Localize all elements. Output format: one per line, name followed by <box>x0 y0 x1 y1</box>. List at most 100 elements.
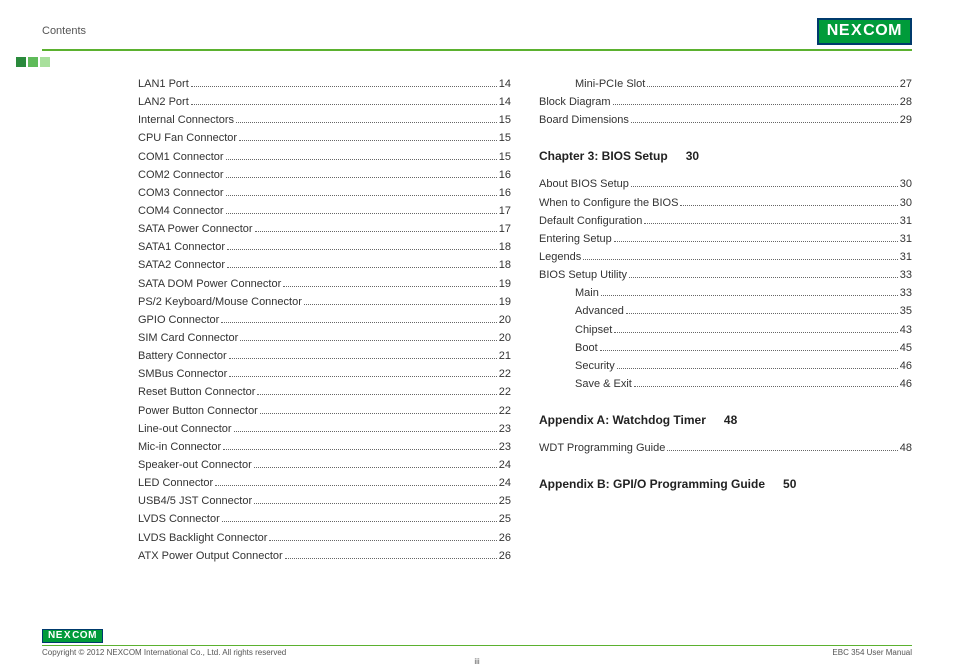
toc-entry[interactable]: Mini-PCIe Slot 27 <box>539 75 912 93</box>
toc-leader-dots <box>226 195 497 196</box>
toc-section-heading[interactable]: Chapter 3: BIOS Setup30 <box>539 149 912 163</box>
toc-entry[interactable]: Block Diagram 28 <box>539 93 912 111</box>
toc-entry[interactable]: Default Configuration31 <box>539 212 912 230</box>
toc-entry-page: 26 <box>499 529 511 547</box>
toc-section-heading[interactable]: Appendix B: GPI/O Programming Guide50 <box>539 477 912 491</box>
footer-copyright: Copyright © 2012 NEXCOM International Co… <box>42 648 286 657</box>
toc-entry[interactable]: Battery Connector21 <box>138 347 511 365</box>
toc-entry[interactable]: Main33 <box>539 284 912 302</box>
decorative-squares <box>16 57 912 67</box>
toc-entry[interactable]: Chipset43 <box>539 321 912 339</box>
toc-entry-page: 45 <box>900 339 912 357</box>
toc-entry[interactable]: Line-out Connector23 <box>138 420 511 438</box>
toc-entry[interactable]: SMBus Connector22 <box>138 365 511 383</box>
toc-leader-dots <box>254 467 497 468</box>
toc-entry[interactable]: LED Connector24 <box>138 474 511 492</box>
toc-entry-label: LVDS Backlight Connector <box>138 529 267 547</box>
toc-entry-page: 20 <box>499 311 511 329</box>
toc-entry[interactable]: COM4 Connector17 <box>138 202 511 220</box>
toc-entry[interactable]: When to Configure the BIOS30 <box>539 194 912 212</box>
toc-entry[interactable]: ATX Power Output Connector26 <box>138 547 511 565</box>
toc-entry[interactable]: BIOS Setup Utility33 <box>539 266 912 284</box>
footer: NEXCOM Copyright © 2012 NEXCOM Internati… <box>42 629 912 658</box>
toc-leader-dots <box>222 521 497 522</box>
toc-leader-dots <box>226 159 497 160</box>
toc-leader-dots <box>260 413 497 414</box>
toc-entry-label: Power Button Connector <box>138 402 258 420</box>
toc-entry[interactable]: LAN1 Port14 <box>138 75 511 93</box>
toc-entry[interactable]: CPU Fan Connector15 <box>138 129 511 147</box>
toc-entry-page: 17 <box>499 220 511 238</box>
toc-entry-page: 31 <box>900 248 912 266</box>
toc-leader-dots <box>644 223 897 224</box>
toc-entry-label: SIM Card Connector <box>138 329 238 347</box>
toc-section-heading[interactable]: Appendix A: Watchdog Timer48 <box>539 413 912 427</box>
toc-entry-page: 19 <box>499 293 511 311</box>
toc-entry-label: USB4/5 JST Connector <box>138 492 252 510</box>
toc-entry-page: 28 <box>900 93 912 111</box>
toc-entry-page: 27 <box>900 75 912 93</box>
toc-entry[interactable]: COM2 Connector16 <box>138 166 511 184</box>
toc-entry[interactable]: Reset Button Connector22 <box>138 383 511 401</box>
toc-entry[interactable]: COM3 Connector16 <box>138 184 511 202</box>
toc-leader-dots <box>629 277 898 278</box>
toc-entry-label: COM1 Connector <box>138 148 224 166</box>
toc-entry[interactable]: LVDS Backlight Connector 26 <box>138 529 511 547</box>
toc-entry-label: Default Configuration <box>539 212 642 230</box>
toc-leader-dots <box>283 286 496 287</box>
toc-leader-dots <box>240 340 496 341</box>
toc-entry-label: COM3 Connector <box>138 184 224 202</box>
toc-entry[interactable]: Legends31 <box>539 248 912 266</box>
toc-entry-page: 15 <box>499 129 511 147</box>
toc-entry[interactable]: SATA1 Connector18 <box>138 238 511 256</box>
toc-entry-label: COM2 Connector <box>138 166 224 184</box>
toc-leader-dots <box>191 86 497 87</box>
toc-entry[interactable]: PS/2 Keyboard/Mouse Connector19 <box>138 293 511 311</box>
toc-entry[interactable]: Advanced35 <box>539 302 912 320</box>
toc-entry[interactable]: LAN2 Port14 <box>138 93 511 111</box>
toc-entry[interactable]: SIM Card Connector 20 <box>138 329 511 347</box>
toc-entry[interactable]: SATA DOM Power Connector19 <box>138 275 511 293</box>
toc-entry[interactable]: Security46 <box>539 357 912 375</box>
toc-entry-page: 14 <box>499 93 511 111</box>
toc-entry-label: Mini-PCIe Slot <box>575 75 645 93</box>
toc-leader-dots <box>223 449 497 450</box>
toc-entry[interactable]: Board Dimensions29 <box>539 111 912 129</box>
toc-section-page: 48 <box>724 413 737 427</box>
toc-section-title: Chapter 3: BIOS Setup <box>539 149 668 163</box>
toc-entry-label: Board Dimensions <box>539 111 629 129</box>
toc-leader-dots <box>634 386 898 387</box>
footer-page-num: iii <box>42 657 912 666</box>
toc-entry[interactable]: Save & Exit46 <box>539 375 912 393</box>
toc-entry[interactable]: Boot 45 <box>539 339 912 357</box>
toc-entry[interactable]: COM1 Connector15 <box>138 148 511 166</box>
toc-entry[interactable]: GPIO Connector20 <box>138 311 511 329</box>
toc-entry-label: LAN1 Port <box>138 75 189 93</box>
toc-entry[interactable]: Power Button Connector22 <box>138 402 511 420</box>
toc-entry[interactable]: LVDS Connector25 <box>138 510 511 528</box>
toc-entry-label: LED Connector <box>138 474 213 492</box>
toc-entry-label: Block Diagram <box>539 93 611 111</box>
toc-entry-label: Boot <box>575 339 598 357</box>
toc-leader-dots <box>191 104 497 105</box>
toc-entry[interactable]: SATA Power Connector17 <box>138 220 511 238</box>
toc-entry-page: 20 <box>499 329 511 347</box>
toc-entry[interactable]: Entering Setup31 <box>539 230 912 248</box>
toc-entry-label: About BIOS Setup <box>539 175 629 193</box>
toc-entry-page: 43 <box>900 321 912 339</box>
toc-entry-page: 25 <box>499 510 511 528</box>
toc-entry[interactable]: Mic-in Connector23 <box>138 438 511 456</box>
toc-entry-label: Save & Exit <box>575 375 632 393</box>
toc-entry-page: 33 <box>900 266 912 284</box>
toc-entry[interactable]: About BIOS Setup30 <box>539 175 912 193</box>
toc-entry-page: 24 <box>499 456 511 474</box>
footer-logo: NEXCOM <box>42 629 912 643</box>
toc-entry[interactable]: WDT Programming Guide48 <box>539 439 912 457</box>
toc-entry[interactable]: Internal Connectors15 <box>138 111 511 129</box>
toc-entry[interactable]: SATA2 Connector18 <box>138 256 511 274</box>
toc-leader-dots <box>254 503 497 504</box>
toc-entry[interactable]: USB4/5 JST Connector25 <box>138 492 511 510</box>
toc-leader-dots <box>234 431 497 432</box>
toc-entry[interactable]: Speaker-out Connector24 <box>138 456 511 474</box>
toc-entry-page: 35 <box>900 302 912 320</box>
